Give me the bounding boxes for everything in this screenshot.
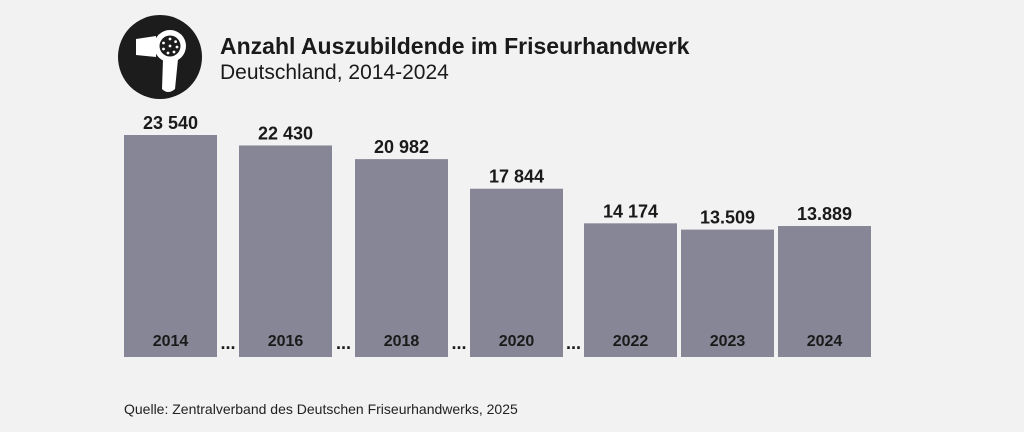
category-label-2020: 2020 bbox=[499, 333, 535, 350]
category-label-2023: 2023 bbox=[710, 333, 746, 350]
value-label-2023: 13.509 bbox=[700, 208, 755, 228]
category-label-2016: 2016 bbox=[268, 333, 304, 350]
bar-2016 bbox=[239, 145, 332, 357]
bar-2014 bbox=[124, 135, 217, 357]
bar-2023 bbox=[681, 229, 774, 357]
hair-dryer-icon bbox=[118, 15, 202, 99]
gap-marker: ... bbox=[566, 333, 581, 353]
gap-marker: ... bbox=[336, 333, 351, 353]
value-label-2016: 22 430 bbox=[258, 123, 313, 143]
value-label-2020: 17 844 bbox=[489, 167, 544, 187]
bar-2020 bbox=[470, 188, 563, 357]
source-note: Quelle: Zentralverband des Deutschen Fri… bbox=[124, 401, 518, 417]
gap-marker: ... bbox=[220, 333, 235, 353]
bar-2018 bbox=[355, 159, 448, 357]
bar-2024 bbox=[778, 226, 871, 357]
value-label-2024: 13.889 bbox=[797, 204, 852, 224]
category-label-2022: 2022 bbox=[613, 333, 649, 350]
category-label-2018: 2018 bbox=[384, 333, 420, 350]
category-label-2024: 2024 bbox=[807, 333, 843, 350]
chart-title: Anzahl Auszubildende im Friseurhandwerk bbox=[220, 33, 690, 59]
value-label-2022: 14 174 bbox=[603, 201, 658, 221]
chart-subtitle: Deutschland, 2014-2024 bbox=[220, 61, 449, 84]
category-label-2014: 2014 bbox=[153, 333, 189, 350]
value-label-2014: 23 540 bbox=[143, 113, 198, 133]
gap-marker: ... bbox=[451, 333, 466, 353]
value-label-2018: 20 982 bbox=[374, 137, 429, 157]
bar-2022 bbox=[584, 223, 677, 357]
